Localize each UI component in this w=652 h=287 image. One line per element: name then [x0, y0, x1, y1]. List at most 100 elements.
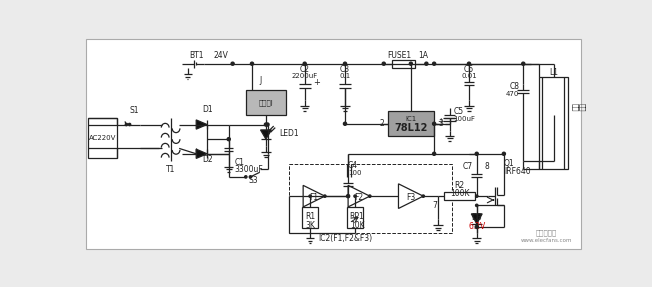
Text: www.elecfans.com: www.elecfans.com [521, 238, 572, 243]
Text: 78L12: 78L12 [394, 123, 428, 133]
Text: R1: R1 [305, 212, 315, 222]
Text: 3K: 3K [305, 221, 315, 230]
Text: F2: F2 [355, 193, 364, 202]
Circle shape [266, 123, 269, 126]
Circle shape [323, 195, 326, 197]
Polygon shape [261, 130, 271, 139]
Bar [391, 60, 415, 67]
Circle shape [432, 152, 436, 155]
Bar [444, 192, 475, 200]
Bar [289, 164, 452, 233]
Circle shape [432, 122, 436, 125]
Circle shape [382, 62, 385, 65]
Text: C6: C6 [464, 65, 474, 73]
Polygon shape [471, 214, 482, 224]
Text: 0.1: 0.1 [340, 73, 351, 79]
Text: 7: 7 [432, 201, 437, 210]
Polygon shape [196, 120, 207, 129]
Circle shape [475, 225, 479, 228]
Text: FUSE1: FUSE1 [387, 51, 411, 61]
Text: 24V: 24V [213, 51, 228, 61]
Text: C7: C7 [463, 162, 473, 171]
Circle shape [522, 62, 525, 65]
Text: +: + [313, 78, 320, 88]
Text: 100K: 100K [450, 189, 469, 197]
Text: 6.2V: 6.2V [468, 222, 485, 231]
Circle shape [475, 195, 478, 197]
Text: C5: C5 [454, 107, 464, 116]
Circle shape [231, 62, 234, 65]
Text: 100: 100 [348, 170, 362, 176]
Bar [539, 77, 568, 169]
Circle shape [475, 204, 478, 207]
Text: D1: D1 [203, 105, 213, 114]
Bar [388, 111, 434, 136]
Bar [348, 207, 363, 228]
Text: S1: S1 [130, 106, 139, 115]
Text: 2200uF: 2200uF [291, 73, 318, 79]
Text: C4: C4 [348, 161, 358, 170]
Text: D2: D2 [203, 156, 213, 164]
Text: +: + [437, 117, 443, 126]
Text: Q1: Q1 [504, 159, 514, 168]
Bar [88, 118, 117, 158]
Text: F1: F1 [310, 193, 319, 202]
Text: J: J [259, 76, 262, 85]
Bar [246, 90, 286, 115]
Circle shape [303, 62, 306, 65]
Text: AC220V: AC220V [89, 135, 116, 141]
Circle shape [344, 62, 347, 65]
Text: 470: 470 [506, 92, 520, 98]
Circle shape [344, 122, 347, 125]
Circle shape [347, 195, 349, 198]
Text: IC1: IC1 [406, 116, 417, 122]
Circle shape [244, 176, 247, 178]
Text: 3: 3 [438, 119, 443, 128]
Circle shape [249, 176, 252, 178]
Text: 充電: 充電 [572, 103, 579, 112]
Circle shape [354, 195, 356, 197]
Circle shape [425, 62, 428, 65]
Text: 0.01: 0.01 [461, 73, 477, 79]
Circle shape [128, 123, 130, 126]
Text: 繼電器J: 繼電器J [259, 99, 273, 106]
Text: 3300uF: 3300uF [234, 165, 263, 174]
Text: C1: C1 [234, 158, 244, 167]
Text: D3: D3 [471, 213, 482, 222]
Circle shape [467, 62, 471, 65]
Text: 100uF: 100uF [454, 116, 475, 122]
Text: 電子發燒友: 電子發燒友 [536, 230, 557, 236]
Circle shape [432, 62, 436, 65]
Circle shape [502, 152, 505, 155]
Text: IRF640: IRF640 [504, 167, 531, 176]
Circle shape [347, 195, 349, 197]
Circle shape [250, 62, 254, 65]
Circle shape [422, 195, 424, 197]
Text: S3: S3 [248, 176, 258, 185]
Text: 10K: 10K [350, 221, 365, 230]
Circle shape [368, 195, 371, 197]
Text: IC2(F1,F2&F3): IC2(F1,F2&F3) [318, 234, 372, 243]
Text: 1A: 1A [419, 51, 428, 61]
Text: 2: 2 [379, 119, 384, 128]
Text: LED1: LED1 [279, 129, 299, 137]
Text: C3: C3 [340, 65, 350, 73]
Circle shape [475, 152, 479, 155]
Circle shape [309, 195, 311, 197]
Text: C8: C8 [509, 82, 520, 91]
Bar [303, 207, 318, 228]
Circle shape [265, 123, 267, 126]
Text: R2: R2 [454, 181, 465, 190]
Circle shape [125, 123, 128, 126]
Text: T1: T1 [166, 165, 175, 174]
Text: 插座: 插座 [578, 103, 585, 112]
Text: 8: 8 [484, 162, 489, 171]
Text: L1: L1 [550, 68, 559, 77]
Text: F3: F3 [406, 193, 415, 202]
Text: BT1: BT1 [189, 51, 203, 61]
Text: RP1: RP1 [349, 212, 364, 222]
Polygon shape [196, 149, 207, 158]
Text: C2: C2 [300, 65, 310, 73]
Circle shape [227, 138, 230, 141]
Circle shape [409, 62, 413, 65]
